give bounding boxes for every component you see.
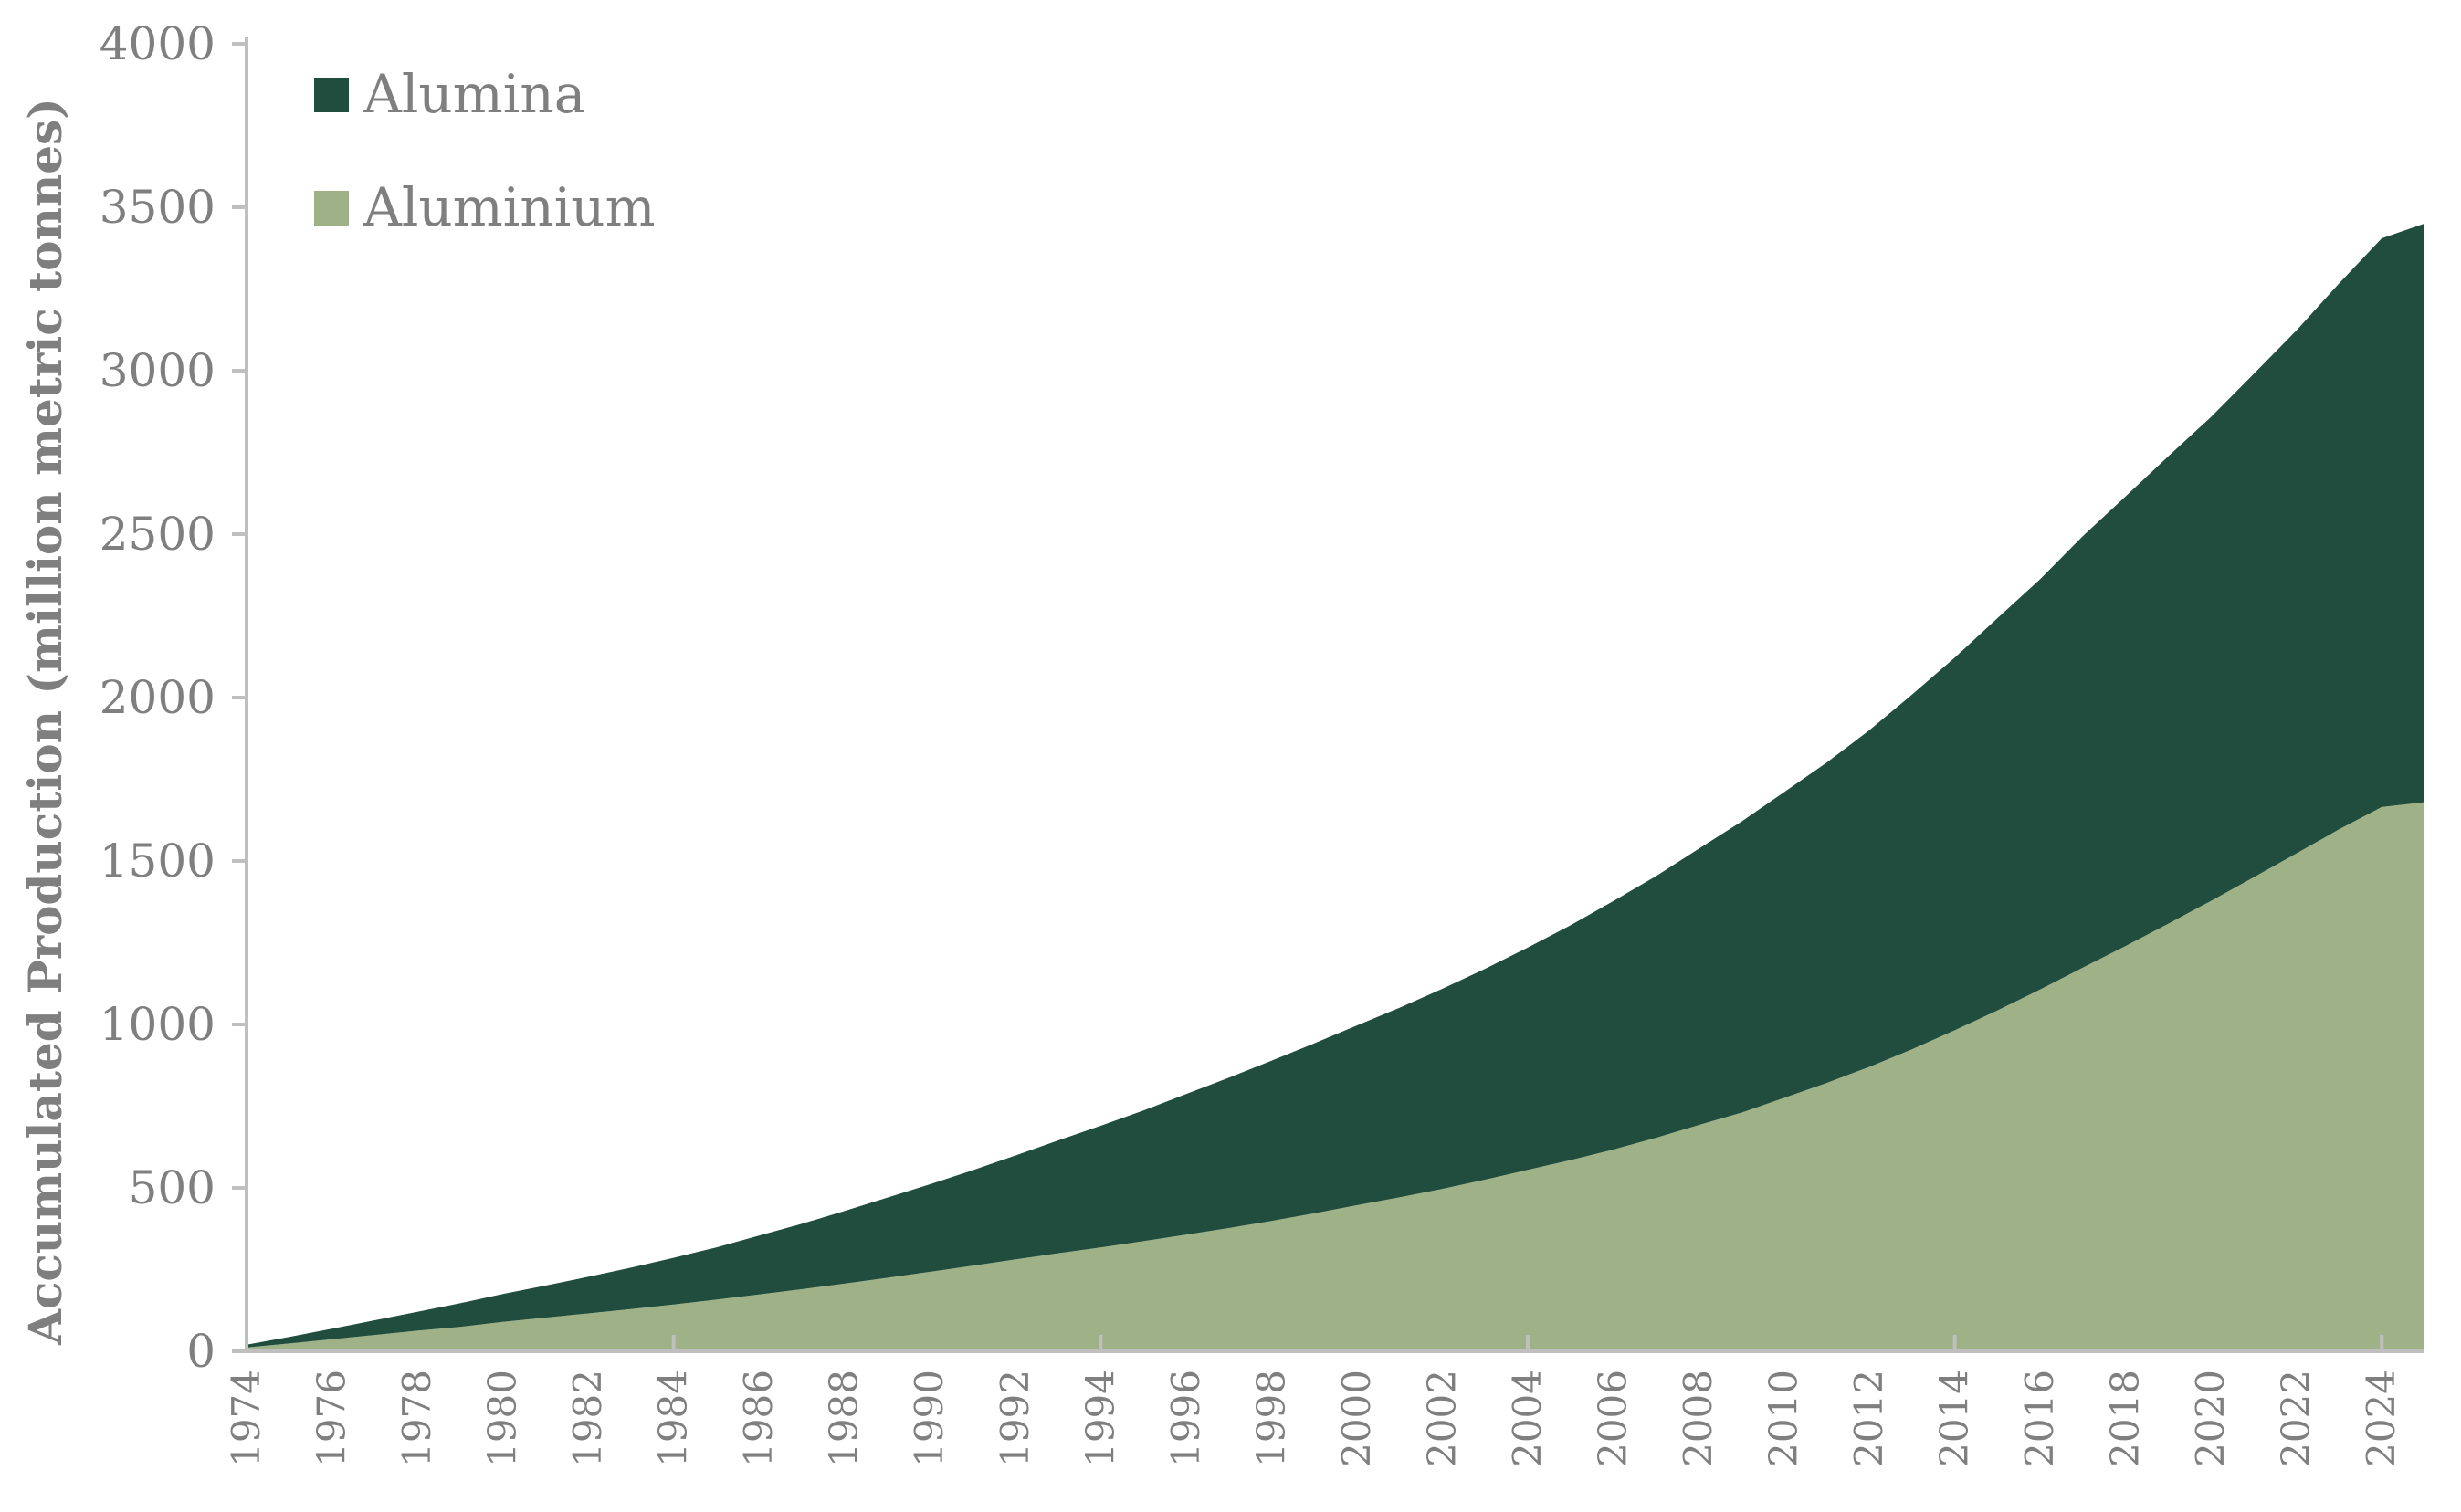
legend: Alumina Aluminium bbox=[314, 63, 656, 238]
x-tick-label: 2010 bbox=[1762, 1370, 1806, 1467]
x-tick-label: 2016 bbox=[2017, 1370, 2062, 1467]
y-tick-label: 500 bbox=[129, 1161, 216, 1214]
y-axis-title: Accumulated Production (million metric t… bbox=[18, 98, 72, 1346]
x-tick-label: 1980 bbox=[480, 1370, 525, 1467]
x-tick-label: 2022 bbox=[2274, 1370, 2319, 1467]
axes-layer bbox=[245, 37, 2424, 1353]
x-tick-label: 1986 bbox=[736, 1370, 781, 1467]
y-tick-label: 3500 bbox=[100, 181, 216, 234]
ticks-layer: 0 500 1000 1500 2000 2500 3000 3500 4000 1974 1976… bbox=[100, 17, 2403, 1467]
x-tick-label: 1976 bbox=[310, 1370, 354, 1467]
x-tick-label: 1988 bbox=[822, 1370, 867, 1467]
x-tick-label: 2024 bbox=[2359, 1370, 2403, 1467]
legend-swatch-aluminium bbox=[314, 191, 349, 226]
y-tick-label: 1500 bbox=[100, 835, 216, 887]
y-tick-label: 3000 bbox=[100, 344, 216, 397]
x-tick-label: 1990 bbox=[907, 1370, 952, 1467]
legend-label-aluminium: Aluminium bbox=[363, 176, 656, 238]
x-tick-label: 2018 bbox=[2103, 1370, 2148, 1467]
legend-label-alumina: Alumina bbox=[363, 63, 585, 125]
x-tick-label: 2012 bbox=[1846, 1370, 1891, 1467]
areas-layer bbox=[247, 223, 2424, 1351]
y-tick-label: 1000 bbox=[100, 998, 216, 1051]
x-tick-label: 2000 bbox=[1334, 1370, 1379, 1467]
x-tick-label: 2004 bbox=[1505, 1370, 1550, 1467]
y-tick-label: 0 bbox=[186, 1325, 216, 1378]
y-tick-label: 4000 bbox=[100, 17, 216, 70]
x-tick-label: 1978 bbox=[394, 1370, 439, 1467]
y-tick-label: 2500 bbox=[100, 508, 216, 561]
area-alumina bbox=[247, 223, 2424, 1348]
x-tick-label: 1974 bbox=[224, 1370, 268, 1467]
x-tick-label: 2008 bbox=[1676, 1370, 1720, 1467]
x-tick-label: 1998 bbox=[1248, 1370, 1293, 1467]
x-tick-label: 2006 bbox=[1591, 1370, 1635, 1467]
x-tick-label: 2002 bbox=[1419, 1370, 1464, 1467]
x-tick-label: 2014 bbox=[1932, 1370, 1977, 1467]
x-tick-label: 2020 bbox=[2188, 1370, 2233, 1467]
x-tick-label: 1996 bbox=[1163, 1370, 1208, 1467]
x-tick-label: 1982 bbox=[565, 1370, 610, 1467]
area-aluminium bbox=[247, 802, 2424, 1351]
legend-swatch-alumina bbox=[314, 78, 349, 112]
x-tick-label: 1994 bbox=[1078, 1370, 1122, 1467]
x-tick-label: 1984 bbox=[651, 1370, 696, 1467]
x-tick-label: 1992 bbox=[993, 1370, 1037, 1467]
y-tick-label: 2000 bbox=[100, 671, 216, 724]
